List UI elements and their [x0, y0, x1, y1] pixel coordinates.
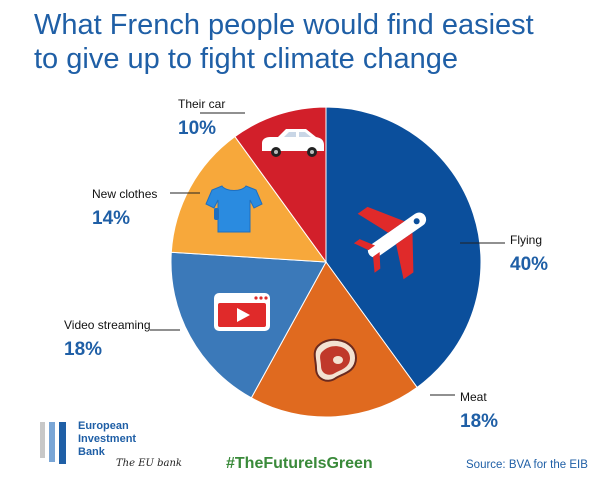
slice-percent: 18% — [460, 411, 499, 432]
eib-logo: European Investment Bank The EU bank — [38, 420, 198, 472]
label-new-clothes: New clothes 14% — [92, 187, 157, 230]
hashtag: #TheFutureIsGreen — [226, 455, 373, 472]
slice-label: Flying — [510, 233, 543, 247]
label-flying: Flying 40% — [510, 233, 548, 276]
car-icon — [262, 129, 324, 157]
title-line-2: to give up to fight climate change — [34, 43, 458, 75]
title-line-1: What French people would find easiest — [34, 9, 534, 41]
slice-label: Meat — [460, 390, 487, 404]
source-note: Source: BVA for the EIB — [466, 459, 588, 471]
slice-label: Video streaming — [64, 318, 151, 332]
slice-percent: 18% — [64, 339, 103, 360]
eib-tagline: The EU bank — [116, 458, 182, 469]
leader-lines — [150, 112, 505, 396]
slice-percent: 40% — [510, 254, 549, 275]
slice-label: Their car — [178, 97, 226, 111]
video-player-icon — [214, 293, 270, 331]
label-their-car: Their car 10% — [178, 97, 225, 140]
label-meat: Meat 18% — [460, 390, 498, 433]
chart-title: What French people would find easiest to… — [34, 8, 599, 76]
eib-logo-mark — [40, 422, 66, 464]
slice-percent: 10% — [178, 118, 217, 139]
slice-label: New clothes — [92, 187, 158, 201]
airplane-icon — [353, 206, 427, 280]
slice-icons — [205, 129, 427, 382]
t-shirt-icon — [205, 185, 263, 233]
eib-logo-text: European Investment Bank — [78, 420, 137, 458]
steak-icon — [313, 338, 358, 382]
slice-percent: 14% — [92, 208, 131, 229]
label-video-streaming: Video streaming 18% — [64, 318, 151, 361]
